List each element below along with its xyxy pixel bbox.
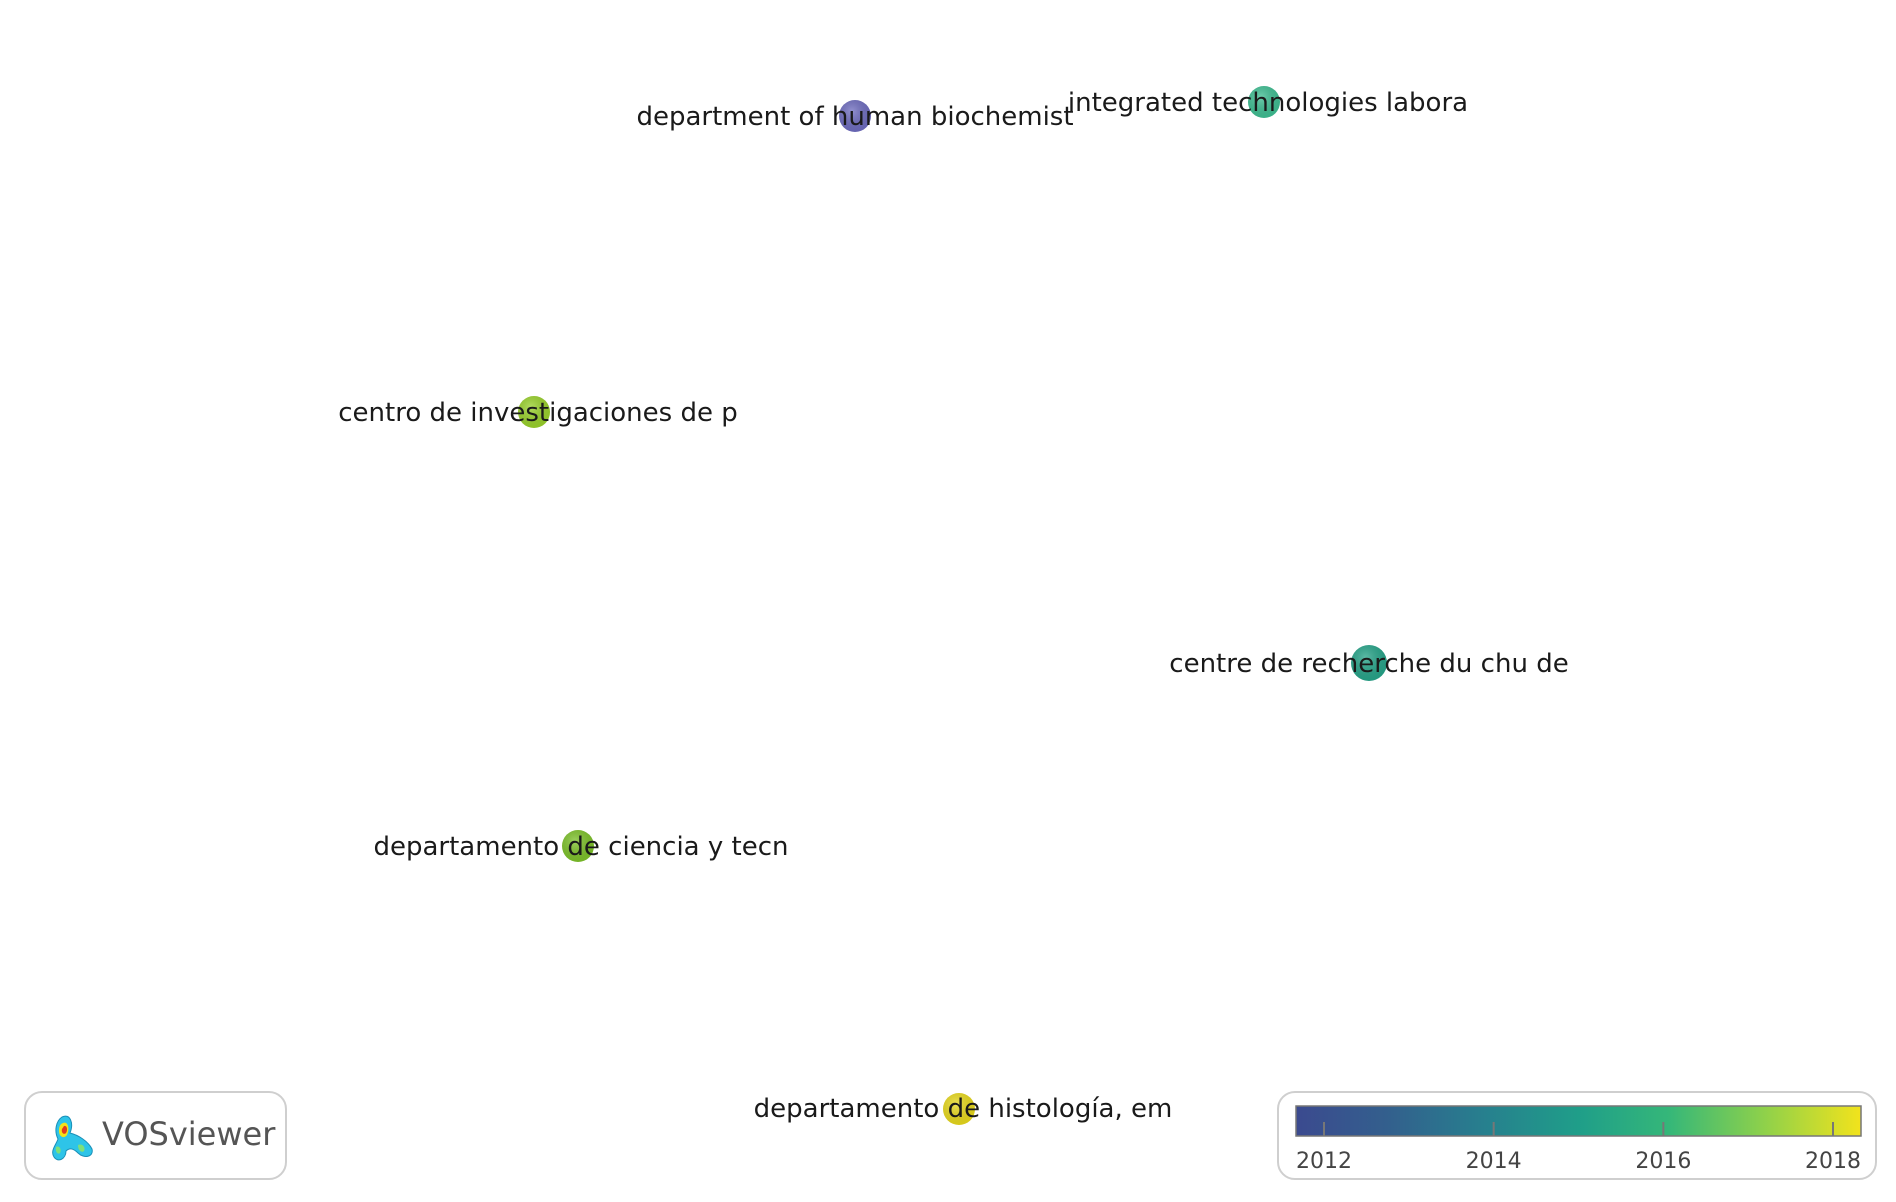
- node-departamento-de-histologia-em[interactable]: departamento de histología, em: [754, 1093, 1173, 1125]
- legend-color-bar: [1295, 1105, 1862, 1137]
- node-centro-de-investigaciones-de-p[interactable]: centro de investigaciones de p: [338, 396, 738, 428]
- node-label: departamento de histología, em: [754, 1094, 1173, 1124]
- vosviewer-logo: VOSviewer: [24, 1091, 287, 1180]
- node-label: departamento de ciencia y tecn: [373, 832, 788, 862]
- node-centre-de-recherche-du-chu-de[interactable]: centre de recherche du chu de: [1169, 645, 1569, 681]
- legend-scale: 2012 2014 2016 2018: [1295, 1105, 1862, 1174]
- node-integrated-technologies-labora[interactable]: integrated technologies labora: [1068, 86, 1468, 118]
- node-label: department of human biochemist: [636, 102, 1073, 132]
- node-label: integrated technologies labora: [1068, 88, 1468, 118]
- node-label: centre de recherche du chu de: [1169, 649, 1568, 679]
- legend-tick-label: 2018: [1805, 1149, 1861, 1174]
- legend-tick-label: 2012: [1296, 1149, 1352, 1174]
- legend-tick-label: 2016: [1635, 1149, 1691, 1174]
- vosviewer-logo-icon: [52, 1115, 93, 1161]
- node-label: centro de investigaciones de p: [338, 398, 737, 428]
- vosviewer-logo-text: VOSviewer: [102, 1115, 276, 1153]
- legend-tick-label: 2014: [1466, 1149, 1522, 1174]
- node-departamento-de-ciencia-y-tecn[interactable]: departamento de ciencia y tecn: [373, 830, 789, 862]
- color-legend: 2012 2014 2016 2018: [1277, 1091, 1877, 1180]
- node-department-of-human-biochemist[interactable]: department of human biochemist: [636, 100, 1074, 132]
